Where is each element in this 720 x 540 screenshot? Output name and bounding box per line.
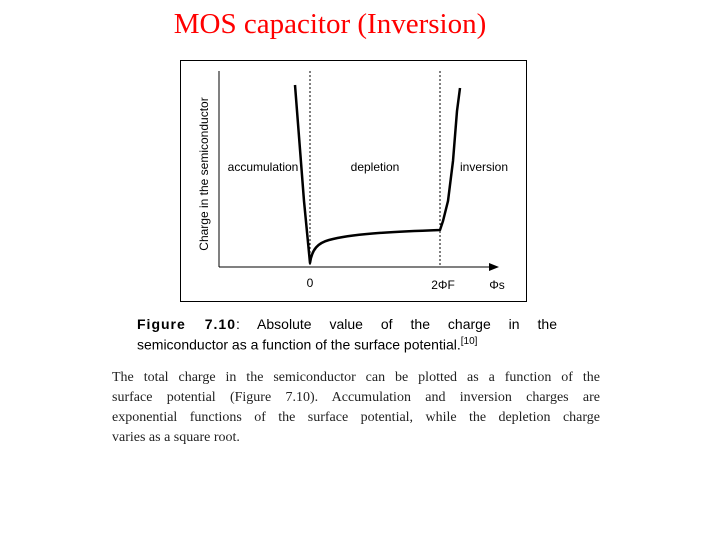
x-tick-zero: 0 [307, 276, 314, 290]
y-axis-label: Charge in the semiconductor [197, 97, 211, 250]
charge-curve [293, 84, 462, 265]
x-tick-2phiF: 2ΦF [431, 278, 455, 292]
figure-caption: Figure 7.10: Absolute value of the charg… [137, 315, 557, 354]
body-line-2: surface potential (Figure 7.10). Accumul… [112, 390, 600, 405]
figure-caption-ref: [10] [460, 336, 478, 347]
x-axis-label: Φs [489, 278, 505, 292]
slide-title: MOS capacitor (Inversion) [173, 8, 487, 40]
body-line-3: exponential functions of the surface pot… [112, 410, 600, 425]
figure-caption-label: Figure 7.10 [137, 316, 236, 332]
body-line-1: The total charge in the semiconductor ca… [112, 370, 600, 385]
figure-frame: Charge in the semiconductor accumulation… [180, 60, 527, 302]
body-line-4: varies as a square root. [112, 430, 240, 445]
figure-caption-line1: : Absolute value of the charge in the [235, 316, 557, 332]
charge-vs-surface-potential-plot: Charge in the semiconductor accumulation… [197, 71, 508, 292]
region-label-accumulation: accumulation [228, 160, 299, 174]
body-paragraph: The total charge in the semiconductor ca… [112, 368, 600, 448]
region-label-inversion: inversion [460, 160, 508, 174]
region-label-depletion: depletion [351, 160, 400, 174]
figure-caption-line2: semiconductor as a function of the surfa… [137, 336, 461, 353]
x-axis-arrowhead [489, 263, 499, 271]
